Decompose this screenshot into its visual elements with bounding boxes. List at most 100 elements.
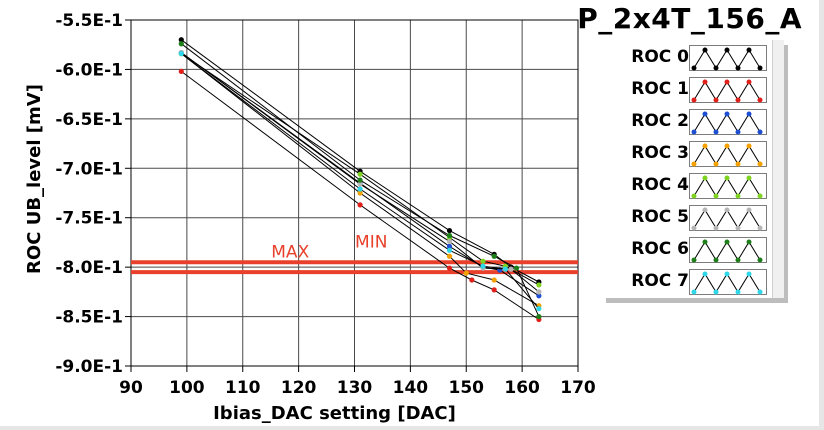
legend-swatch-marker — [757, 289, 763, 295]
data-point-roc-6 — [491, 253, 497, 259]
legend-label: ROC 4 — [631, 175, 689, 195]
legend-swatch-marker — [735, 161, 741, 167]
x-axis-label: Ibias_DAC setting [DAC] — [213, 403, 456, 424]
legend-swatch-marker — [691, 225, 697, 231]
data-point-roc-7 — [502, 266, 508, 272]
data-point-roc-3 — [463, 270, 469, 276]
legend-swatch-marker — [713, 129, 719, 135]
legend-label: ROC 5 — [631, 207, 689, 227]
series-line-roc-7 — [180, 53, 540, 310]
legend-swatch-marker — [691, 65, 697, 71]
legend-swatch-marker — [691, 193, 697, 199]
data-point-roc-0 — [446, 227, 453, 234]
legend-swatch-marker — [746, 239, 752, 245]
x-tick-label: 160 — [504, 378, 540, 398]
legend-swatch-marker — [702, 175, 708, 181]
legend-label: ROC 6 — [631, 239, 689, 259]
legend-swatch-marker — [735, 193, 741, 199]
data-point-roc-6 — [513, 265, 520, 271]
legend-swatch-marker — [757, 161, 763, 167]
data-point-roc-5 — [446, 238, 453, 245]
data-point-roc-5 — [508, 266, 514, 272]
threshold-label-min: MIN — [355, 232, 387, 252]
legend-swatch-graphic — [691, 111, 763, 135]
series-line-roc-2 — [181, 52, 540, 297]
legend-swatch-marker — [691, 129, 697, 135]
data-point-roc-5 — [536, 289, 542, 295]
x-tick-label: 120 — [281, 378, 317, 398]
data-point-roc-1 — [469, 277, 475, 283]
legend-swatch-line — [693, 145, 761, 165]
data-point-roc-0 — [178, 37, 184, 43]
y-tick-label: -7.5E-1 — [55, 209, 123, 229]
y-tick-label: -5.5E-1 — [55, 11, 123, 31]
legend-swatch-marker — [724, 79, 730, 85]
frame-right-edge — [819, 0, 824, 430]
data-point-roc-4 — [357, 171, 363, 177]
legend-swatch-marker — [757, 129, 763, 135]
legend-swatch-marker — [746, 79, 752, 85]
legend-item-roc-3: ROC 3 — [601, 138, 771, 170]
legend-swatch-marker — [746, 111, 752, 117]
series-line-roc-6 — [180, 43, 540, 317]
legend-swatch-marker — [724, 47, 730, 53]
data-point-roc-1 — [178, 68, 184, 75]
legend-swatch-marker — [746, 47, 752, 53]
legend-swatch-marker — [713, 161, 719, 167]
legend-swatch-marker — [724, 207, 730, 213]
data-point-roc-4 — [480, 258, 486, 264]
legend-swatch-marker — [702, 271, 708, 277]
legend-swatch-marker — [702, 111, 708, 117]
x-tick-label: 170 — [560, 378, 596, 398]
legend-swatch-marker — [757, 97, 763, 103]
legend-swatch-marker — [713, 97, 719, 103]
legend-swatch — [689, 173, 767, 199]
legend-swatch-marker — [691, 97, 697, 103]
legend-swatch-graphic — [691, 175, 763, 199]
legend-item-roc-5: ROC 5 — [601, 202, 771, 234]
y-tick-label: -7.0E-1 — [55, 159, 123, 179]
legend-swatch-marker — [713, 65, 719, 71]
legend-swatch-marker — [735, 289, 741, 295]
data-point-roc-6 — [357, 177, 363, 183]
axes: 90 100 110 120 130 140 150 160 170 -5.5E-1 -6.0E-1… — [24, 11, 596, 424]
legend-swatch-graphic — [691, 207, 763, 231]
legend-swatch-marker — [757, 225, 763, 231]
legend-label: ROC 7 — [631, 271, 689, 291]
legend-swatch-marker — [724, 271, 730, 277]
legend-swatch-marker — [691, 289, 697, 295]
legend-swatch-marker — [746, 143, 752, 149]
legend-swatch-marker — [757, 65, 763, 71]
legend-swatch-marker — [713, 225, 719, 231]
legend-item-roc-7: ROC 7 — [601, 266, 771, 298]
legend-swatch-marker — [746, 175, 752, 181]
data-point-roc-3 — [491, 277, 497, 283]
data-point-roc-7 — [178, 51, 184, 57]
legend-scrollbar[interactable] — [772, 40, 784, 298]
y-tick-label: -6.5E-1 — [55, 110, 123, 130]
legend-swatch-marker — [735, 225, 741, 231]
legend-swatch-marker — [735, 65, 741, 71]
y-tick-label: -8.5E-1 — [55, 308, 123, 328]
legend-swatch-marker — [724, 111, 730, 117]
legend-item-roc-1: ROC 1 — [601, 74, 771, 106]
legend-swatch-line — [693, 177, 761, 197]
legend-label: ROC 0 — [631, 47, 689, 67]
data-point-roc-7 — [480, 263, 486, 269]
series-line-roc-5 — [181, 52, 540, 293]
x-tick-label: 110 — [225, 378, 261, 398]
legend-swatch-marker — [735, 129, 741, 135]
data-point-roc-5 — [357, 181, 363, 187]
legend-swatch-line — [693, 273, 761, 293]
data-point-roc-2 — [536, 293, 542, 299]
legend-swatch-line — [693, 209, 761, 229]
legend-item-roc-2: ROC 2 — [601, 106, 771, 138]
series-lines — [178, 37, 542, 323]
legend-label: ROC 1 — [631, 79, 689, 99]
threshold-label-max: MAX — [271, 242, 309, 262]
data-point-roc-6 — [178, 41, 184, 47]
legend: ROC 0 ROC 1 ROC 2 ROC 3 ROC 4 ROC 5 ROC 6 ROC 7 — [601, 40, 783, 298]
legend-swatch-marker — [735, 257, 741, 263]
legend-swatch-marker — [702, 239, 708, 245]
